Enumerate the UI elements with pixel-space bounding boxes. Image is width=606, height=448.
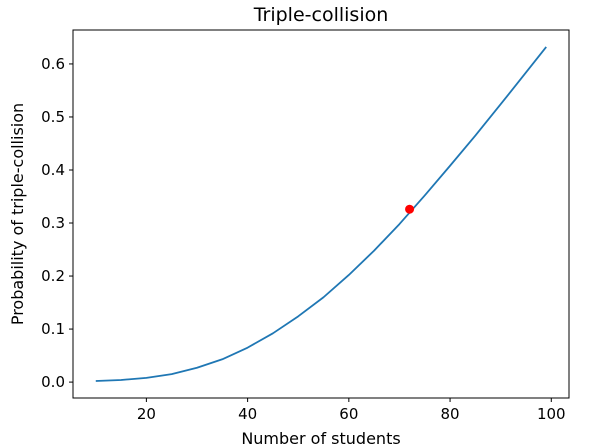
- chart-title: Triple-collision: [253, 4, 389, 26]
- y-tick-label: 0.6: [41, 55, 65, 73]
- y-tick-label: 0.4: [41, 161, 65, 179]
- x-tick-label: 60: [339, 405, 358, 423]
- series-line: [95, 46, 547, 382]
- plot-frame: [72, 29, 570, 399]
- x-axis-label: Number of students: [241, 429, 400, 448]
- x-tick-label: 20: [137, 405, 156, 423]
- x-tick-label: 100: [537, 405, 566, 423]
- x-tick-label: 80: [441, 405, 460, 423]
- x-tick-label: 40: [238, 405, 257, 423]
- y-tick-label: 0.0: [41, 373, 65, 391]
- ticks: 20 40 60 80 100 0.0 0.1 0.2 0.3 0.4 0.5 0.6: [41, 55, 565, 423]
- highlight-point: [405, 204, 415, 214]
- y-axis-label: Probability of triple-collision: [8, 103, 27, 325]
- y-tick-label: 0.5: [41, 108, 65, 126]
- y-tick-label: 0.3: [41, 214, 65, 232]
- plot-area: [95, 46, 547, 382]
- y-tick-label: 0.1: [41, 320, 65, 338]
- y-tick-label: 0.2: [41, 267, 65, 285]
